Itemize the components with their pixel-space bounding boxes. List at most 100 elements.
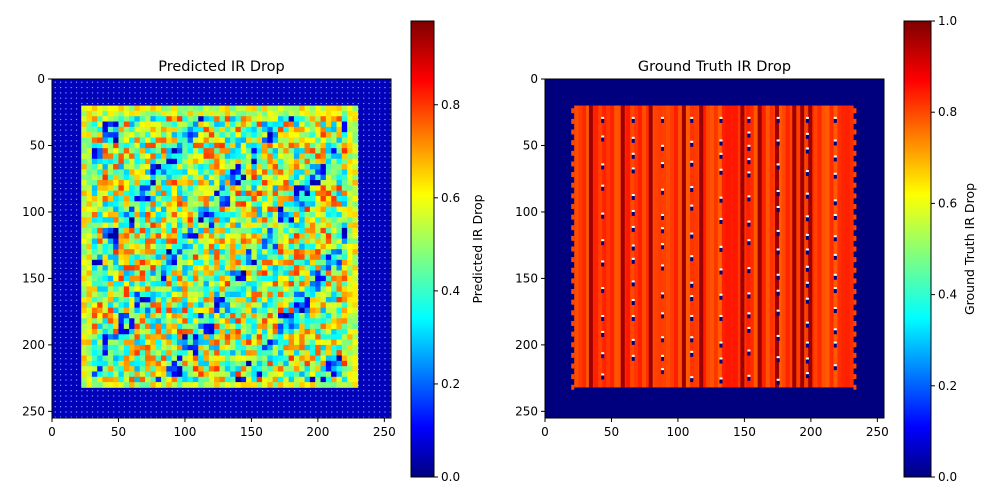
predicted-cell <box>113 291 119 298</box>
predicted-cell <box>129 355 135 362</box>
predicted-border-dot <box>65 310 67 312</box>
predicted-border-dot <box>59 283 62 285</box>
predicted-cell <box>145 211 151 218</box>
predicted-border-dot <box>357 336 359 339</box>
predicted-border-dot <box>251 395 253 397</box>
predicted-border-dot <box>384 209 386 211</box>
predicted-border-dot <box>139 97 141 99</box>
predicted-cell <box>224 105 231 112</box>
predicted-cell <box>91 259 98 266</box>
predicted-cell <box>145 190 151 197</box>
predicted-border-dot <box>145 92 147 94</box>
predicted-cell <box>267 142 274 149</box>
predicted-cell <box>171 339 178 346</box>
predicted-border-dot <box>145 102 147 105</box>
ground-truth-marker <box>690 376 694 379</box>
predicted-cell <box>81 366 87 372</box>
predicted-border-dot <box>267 92 269 94</box>
predicted-border-dot <box>208 92 211 94</box>
predicted-cell <box>267 297 274 303</box>
predicted-cell <box>347 126 353 133</box>
predicted-border-dot <box>187 406 189 408</box>
predicted-border-dot <box>336 395 338 397</box>
predicted-border-dot <box>150 395 152 397</box>
predicted-cell <box>176 291 183 298</box>
predicted-cell <box>176 382 183 388</box>
ground-truth-marker <box>747 328 751 333</box>
predicted-border-dot <box>97 92 99 94</box>
predicted-cell <box>118 328 125 335</box>
predicted-border-dot <box>214 416 216 418</box>
ground-truth-marker <box>601 184 605 187</box>
predicted-cell <box>293 110 300 117</box>
predicted-cell <box>230 297 236 303</box>
predicted-cell <box>219 185 226 192</box>
predicted-cell <box>166 116 173 122</box>
predicted-cell <box>309 180 316 186</box>
predicted-cell <box>81 222 87 229</box>
predicted-cell <box>278 243 284 250</box>
predicted-border-dot <box>262 81 264 83</box>
predicted-cell <box>214 190 220 197</box>
predicted-cell <box>325 116 332 122</box>
predicted-cell <box>182 222 188 229</box>
predicted-cell <box>352 291 359 298</box>
predicted-cell <box>235 233 242 239</box>
predicted-border-dot <box>150 390 152 392</box>
predicted-cell <box>97 366 103 372</box>
ground-truth-edge-notch <box>853 150 857 156</box>
predicted-border-dot <box>389 379 391 381</box>
predicted-border-dot <box>357 342 359 344</box>
predicted-cell <box>198 275 204 282</box>
ground-truth-column <box>805 105 810 388</box>
predicted-cell <box>352 302 359 309</box>
predicted-cell <box>91 222 98 229</box>
predicted-border-dot <box>315 97 317 99</box>
ground-truth-marker <box>690 162 694 167</box>
predicted-border-dot <box>363 182 365 184</box>
predicted-cell <box>347 116 353 122</box>
predicted-border-dot <box>379 384 381 386</box>
predicted-border-dot <box>235 86 237 89</box>
predicted-border-dot <box>145 86 147 89</box>
predicted-border-dot <box>251 92 253 94</box>
predicted-cell <box>325 334 332 340</box>
ground-truth-marker <box>631 154 635 159</box>
predicted-cell <box>91 382 98 388</box>
predicted-cell <box>256 222 263 229</box>
predicted-cell <box>145 366 151 372</box>
predicted-border-dot <box>139 92 141 94</box>
ground-truth-marker <box>776 309 780 312</box>
predicted-cell <box>219 265 226 271</box>
predicted-cell <box>230 259 236 266</box>
predicted-cell <box>272 286 279 293</box>
predicted-cell <box>192 105 199 112</box>
predicted-cell <box>224 265 231 271</box>
predicted-colorbar-tick-label: 0.6 <box>441 191 460 205</box>
predicted-cell <box>219 371 226 378</box>
predicted-cell <box>262 360 268 367</box>
predicted-cell <box>107 382 114 388</box>
predicted-border-dot <box>363 326 365 328</box>
predicted-cell <box>262 105 268 112</box>
predicted-cell <box>267 243 274 250</box>
predicted-border-dot <box>224 406 227 408</box>
predicted-cell <box>262 158 268 165</box>
ground-truth-marker <box>660 294 664 299</box>
predicted-cell <box>341 142 348 149</box>
predicted-cell <box>246 217 252 223</box>
predicted-cell <box>219 137 226 144</box>
predicted-border-dot <box>107 81 110 83</box>
predicted-cell <box>208 265 215 271</box>
ground-truth-marker <box>719 170 723 175</box>
predicted-border-dot <box>363 230 365 232</box>
predicted-cell <box>309 217 316 223</box>
predicted-border-dot <box>65 225 67 227</box>
ground-truth-marker <box>690 234 694 239</box>
predicted-border-dot <box>325 81 328 83</box>
ground-truth-marker <box>805 323 809 328</box>
predicted-border-dot <box>75 390 78 392</box>
ground-truth-marker <box>747 173 751 178</box>
predicted-cell <box>240 339 247 346</box>
predicted-cell <box>166 334 173 340</box>
